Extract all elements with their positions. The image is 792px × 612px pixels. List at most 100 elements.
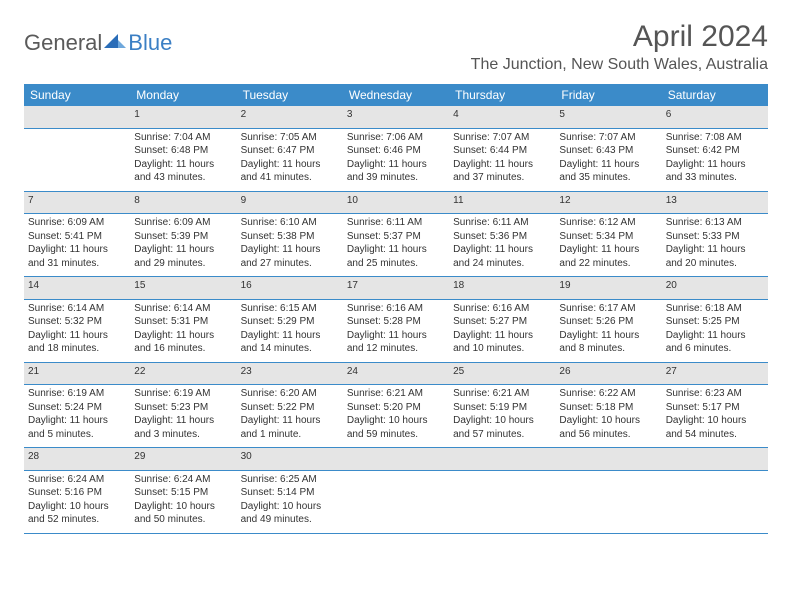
sunset-text: Sunset: 6:48 PM bbox=[134, 144, 232, 158]
day-number: 4 bbox=[449, 106, 555, 128]
sunset-text: Sunset: 5:15 PM bbox=[134, 486, 232, 500]
day-cell: Sunrise: 7:04 AMSunset: 6:48 PMDaylight:… bbox=[130, 128, 236, 191]
week-row: Sunrise: 6:09 AMSunset: 5:41 PMDaylight:… bbox=[24, 214, 768, 277]
day-cell bbox=[343, 470, 449, 533]
day-cell: Sunrise: 6:23 AMSunset: 5:17 PMDaylight:… bbox=[662, 385, 768, 448]
sunset-text: Sunset: 5:39 PM bbox=[134, 230, 232, 244]
sunset-text: Sunset: 5:24 PM bbox=[28, 401, 126, 415]
day2-text: and 25 minutes. bbox=[347, 257, 445, 271]
sunset-text: Sunset: 6:44 PM bbox=[453, 144, 551, 158]
sunset-text: Sunset: 5:25 PM bbox=[666, 315, 764, 329]
day-cell: Sunrise: 7:07 AMSunset: 6:43 PMDaylight:… bbox=[555, 128, 661, 191]
sunrise-text: Sunrise: 6:17 AM bbox=[559, 302, 657, 316]
day-number: 28 bbox=[24, 448, 130, 471]
sunset-text: Sunset: 5:27 PM bbox=[453, 315, 551, 329]
day-number: 27 bbox=[662, 362, 768, 385]
day2-text: and 24 minutes. bbox=[453, 257, 551, 271]
day1-text: Daylight: 11 hours bbox=[559, 329, 657, 343]
day2-text: and 29 minutes. bbox=[134, 257, 232, 271]
day-cell: Sunrise: 6:11 AMSunset: 5:36 PMDaylight:… bbox=[449, 214, 555, 277]
day-cell: Sunrise: 6:13 AMSunset: 5:33 PMDaylight:… bbox=[662, 214, 768, 277]
day-number: 14 bbox=[24, 277, 130, 300]
day1-text: Daylight: 11 hours bbox=[28, 243, 126, 257]
day2-text: and 39 minutes. bbox=[347, 171, 445, 185]
day1-text: Daylight: 11 hours bbox=[134, 158, 232, 172]
sunrise-text: Sunrise: 7:04 AM bbox=[134, 131, 232, 145]
sunrise-text: Sunrise: 6:23 AM bbox=[666, 387, 764, 401]
day-number: 21 bbox=[24, 362, 130, 385]
day-cell: Sunrise: 6:22 AMSunset: 5:18 PMDaylight:… bbox=[555, 385, 661, 448]
location: The Junction, New South Wales, Australia bbox=[471, 56, 768, 74]
day2-text: and 27 minutes. bbox=[241, 257, 339, 271]
day-number: 29 bbox=[130, 448, 236, 471]
day-number: 2 bbox=[237, 106, 343, 128]
sunrise-text: Sunrise: 7:07 AM bbox=[453, 131, 551, 145]
sunset-text: Sunset: 5:33 PM bbox=[666, 230, 764, 244]
day-cell: Sunrise: 6:16 AMSunset: 5:28 PMDaylight:… bbox=[343, 299, 449, 362]
sunrise-text: Sunrise: 6:15 AM bbox=[241, 302, 339, 316]
day2-text: and 6 minutes. bbox=[666, 342, 764, 356]
day2-text: and 57 minutes. bbox=[453, 428, 551, 442]
day2-text: and 33 minutes. bbox=[666, 171, 764, 185]
day2-text: and 52 minutes. bbox=[28, 513, 126, 527]
day1-text: Daylight: 11 hours bbox=[559, 158, 657, 172]
week-row: Sunrise: 7:04 AMSunset: 6:48 PMDaylight:… bbox=[24, 128, 768, 191]
day-cell bbox=[449, 470, 555, 533]
day-cell: Sunrise: 7:05 AMSunset: 6:47 PMDaylight:… bbox=[237, 128, 343, 191]
sunrise-text: Sunrise: 6:16 AM bbox=[347, 302, 445, 316]
day-number: 26 bbox=[555, 362, 661, 385]
day-cell: Sunrise: 7:06 AMSunset: 6:46 PMDaylight:… bbox=[343, 128, 449, 191]
day-number: 25 bbox=[449, 362, 555, 385]
sunset-text: Sunset: 6:47 PM bbox=[241, 144, 339, 158]
day-number: 8 bbox=[130, 191, 236, 214]
day-number: 19 bbox=[555, 277, 661, 300]
brand-general: General bbox=[24, 30, 102, 56]
day-number: 10 bbox=[343, 191, 449, 214]
brand-blue: Blue bbox=[128, 30, 172, 56]
day-cell: Sunrise: 6:09 AMSunset: 5:39 PMDaylight:… bbox=[130, 214, 236, 277]
sunrise-text: Sunrise: 6:09 AM bbox=[134, 216, 232, 230]
sunset-text: Sunset: 5:31 PM bbox=[134, 315, 232, 329]
day-cell: Sunrise: 6:09 AMSunset: 5:41 PMDaylight:… bbox=[24, 214, 130, 277]
day1-text: Daylight: 11 hours bbox=[666, 329, 764, 343]
weekday-header: Sunday bbox=[24, 84, 130, 106]
day2-text: and 8 minutes. bbox=[559, 342, 657, 356]
day2-text: and 1 minute. bbox=[241, 428, 339, 442]
sunset-text: Sunset: 5:17 PM bbox=[666, 401, 764, 415]
day-number: 5 bbox=[555, 106, 661, 128]
day-cell: Sunrise: 6:15 AMSunset: 5:29 PMDaylight:… bbox=[237, 299, 343, 362]
day2-text: and 14 minutes. bbox=[241, 342, 339, 356]
daynum-row: 123456 bbox=[24, 106, 768, 128]
sunrise-text: Sunrise: 6:24 AM bbox=[28, 473, 126, 487]
daynum-row: 14151617181920 bbox=[24, 277, 768, 300]
day2-text: and 37 minutes. bbox=[453, 171, 551, 185]
day-cell: Sunrise: 6:19 AMSunset: 5:24 PMDaylight:… bbox=[24, 385, 130, 448]
day-cell: Sunrise: 6:21 AMSunset: 5:20 PMDaylight:… bbox=[343, 385, 449, 448]
sunrise-text: Sunrise: 6:14 AM bbox=[134, 302, 232, 316]
day-number bbox=[662, 448, 768, 471]
sunrise-text: Sunrise: 6:12 AM bbox=[559, 216, 657, 230]
day2-text: and 22 minutes. bbox=[559, 257, 657, 271]
day1-text: Daylight: 10 hours bbox=[241, 500, 339, 514]
sunrise-text: Sunrise: 6:19 AM bbox=[134, 387, 232, 401]
sunset-text: Sunset: 6:42 PM bbox=[666, 144, 764, 158]
brand-triangle-icon bbox=[104, 32, 126, 55]
day2-text: and 18 minutes. bbox=[28, 342, 126, 356]
sunrise-text: Sunrise: 6:19 AM bbox=[28, 387, 126, 401]
sunrise-text: Sunrise: 6:11 AM bbox=[453, 216, 551, 230]
sunset-text: Sunset: 5:29 PM bbox=[241, 315, 339, 329]
sunset-text: Sunset: 5:34 PM bbox=[559, 230, 657, 244]
day1-text: Daylight: 10 hours bbox=[559, 414, 657, 428]
day2-text: and 56 minutes. bbox=[559, 428, 657, 442]
weekday-header: Tuesday bbox=[237, 84, 343, 106]
sunset-text: Sunset: 6:46 PM bbox=[347, 144, 445, 158]
title-block: April 2024 The Junction, New South Wales… bbox=[471, 20, 768, 80]
day2-text: and 3 minutes. bbox=[134, 428, 232, 442]
day-cell: Sunrise: 6:12 AMSunset: 5:34 PMDaylight:… bbox=[555, 214, 661, 277]
sunset-text: Sunset: 5:36 PM bbox=[453, 230, 551, 244]
day1-text: Daylight: 11 hours bbox=[453, 158, 551, 172]
day-cell: Sunrise: 6:11 AMSunset: 5:37 PMDaylight:… bbox=[343, 214, 449, 277]
day-cell: Sunrise: 6:21 AMSunset: 5:19 PMDaylight:… bbox=[449, 385, 555, 448]
day2-text: and 54 minutes. bbox=[666, 428, 764, 442]
week-row: Sunrise: 6:14 AMSunset: 5:32 PMDaylight:… bbox=[24, 299, 768, 362]
